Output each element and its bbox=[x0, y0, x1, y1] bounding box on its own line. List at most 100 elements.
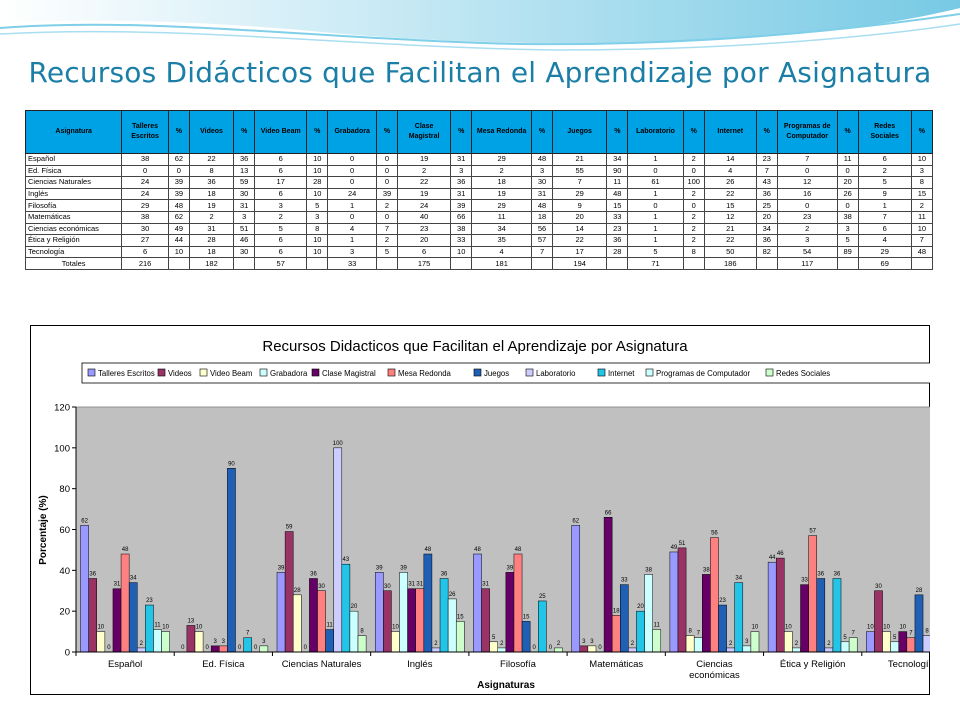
bar-value-label: 30 bbox=[318, 584, 325, 590]
table-cell: 0 bbox=[375, 176, 399, 189]
table-cell: 0 bbox=[776, 164, 838, 178]
table-cell: 15 bbox=[910, 187, 934, 201]
bar-value-label: 0 bbox=[598, 645, 602, 651]
table-cell: 24 bbox=[121, 187, 169, 201]
y-tick-label: 80 bbox=[59, 484, 70, 495]
table-cell: 1 bbox=[327, 234, 377, 247]
table-cell: 40 bbox=[397, 210, 452, 224]
table-cell: 22 bbox=[397, 176, 452, 189]
bar-value-label: 2 bbox=[827, 641, 831, 647]
table-cell: 5 bbox=[375, 245, 399, 259]
bar bbox=[726, 647, 735, 653]
table-cell: 22 bbox=[703, 234, 757, 247]
table-cell bbox=[375, 257, 399, 270]
bar-value-label: 39 bbox=[278, 565, 285, 571]
bar bbox=[685, 635, 695, 653]
table-cell: 3 bbox=[450, 164, 473, 178]
table-cell: 48 bbox=[167, 199, 190, 212]
table-cell: 7 bbox=[755, 164, 778, 178]
bar-value-label: 8 bbox=[360, 629, 364, 635]
bar-value-label: 28 bbox=[916, 588, 923, 594]
table-cell: 4 bbox=[471, 245, 533, 259]
table-cell: 18 bbox=[531, 210, 554, 224]
bar-value-label: 36 bbox=[834, 572, 841, 578]
bar bbox=[848, 637, 858, 653]
table-cell: Filosofía bbox=[24, 199, 123, 212]
y-tick-label: 100 bbox=[54, 443, 70, 454]
bar bbox=[742, 645, 752, 653]
bar-chart: Recursos Didacticos que Facilitan el Apr… bbox=[30, 325, 960, 695]
table-cell: 7 bbox=[552, 176, 608, 189]
table-cell: 29 bbox=[121, 199, 169, 212]
table-cell: 10 bbox=[910, 222, 934, 236]
bar bbox=[922, 635, 932, 653]
bar bbox=[186, 625, 196, 653]
table-cell: 22 bbox=[703, 187, 757, 201]
table-cell: 0 bbox=[327, 164, 377, 178]
table-cell: 13 bbox=[233, 164, 256, 178]
bar bbox=[219, 645, 228, 653]
bar-value-label: 20 bbox=[351, 604, 358, 610]
legend: Talleres Escritos Videos Video Beam Grabado… bbox=[87, 368, 830, 378]
legend-label: Redes Sociales bbox=[776, 369, 830, 378]
y-axis: 0 20 40 60 80 100 120 bbox=[54, 403, 77, 659]
table-cell: 5 bbox=[836, 234, 859, 247]
bar bbox=[538, 600, 547, 653]
bar-value-label: 36 bbox=[89, 572, 96, 578]
table-header-cell: Programas de Computador bbox=[776, 110, 838, 154]
bar bbox=[194, 631, 204, 653]
table-cell: 62 bbox=[167, 210, 190, 224]
table-cell: Inglés bbox=[24, 187, 123, 201]
table-cell: 54 bbox=[776, 245, 838, 259]
bar-value-label: 0 bbox=[181, 645, 185, 651]
table-cell: 10 bbox=[306, 245, 329, 259]
bar-value-label: 46 bbox=[777, 551, 784, 557]
bar bbox=[325, 629, 334, 653]
table-header-cell: Juegos bbox=[552, 110, 608, 154]
bar-value-label: 2 bbox=[434, 641, 438, 647]
table-cell: 0 bbox=[627, 164, 684, 178]
table-cell: 21 bbox=[552, 153, 608, 166]
table-cell: 175 bbox=[397, 257, 452, 270]
bar bbox=[391, 631, 400, 653]
table-cell: 10 bbox=[306, 153, 329, 166]
bar-value-label: 48 bbox=[474, 547, 481, 553]
table-cell: 5 bbox=[306, 199, 329, 212]
table-cell: 6 bbox=[857, 222, 912, 236]
table-row: Tecnología 6 10 18 30 6 10 3 5 6 10 4 7 17 28 5 8 50 82 54 8… bbox=[24, 245, 934, 259]
table-cell: 186 bbox=[703, 257, 757, 270]
table-cell: 36 bbox=[188, 176, 235, 189]
table-cell: 17 bbox=[552, 245, 608, 259]
table-cell: 1 bbox=[627, 210, 684, 224]
bar bbox=[415, 588, 425, 653]
x-category-label: Ciencias Naturales bbox=[282, 659, 362, 670]
table-cell: 30 bbox=[233, 187, 256, 201]
bar bbox=[333, 447, 343, 653]
table-cell bbox=[755, 257, 778, 270]
bar-value-label: 10 bbox=[196, 625, 203, 631]
table-cell: 6 bbox=[254, 245, 308, 259]
bar bbox=[816, 578, 826, 653]
table-cell: 8 bbox=[188, 164, 235, 178]
table-row: Inglés 24 39 18 30 6 10 24 39 19 31 19 31 29 48 1 2 22 36 1… bbox=[24, 187, 934, 201]
bar-value-label: 31 bbox=[416, 582, 423, 588]
table-cell: 1 bbox=[627, 187, 684, 201]
table-cell: 38 bbox=[121, 210, 169, 224]
table-cell: 0 bbox=[776, 199, 838, 212]
table-cell: 5 bbox=[857, 176, 912, 189]
bar bbox=[718, 604, 727, 653]
bar-value-label: 10 bbox=[162, 625, 169, 631]
legend-swatch bbox=[87, 368, 96, 377]
bar bbox=[775, 557, 785, 653]
table-cell: 5 bbox=[627, 245, 684, 259]
table-cell: 14 bbox=[703, 153, 757, 166]
bar bbox=[914, 594, 924, 653]
bar bbox=[644, 574, 653, 653]
table-cell: 33 bbox=[450, 234, 473, 247]
bar bbox=[489, 641, 498, 653]
table-cell: 35 bbox=[471, 234, 533, 247]
table-cell bbox=[531, 257, 554, 270]
table-cell: 194 bbox=[552, 257, 608, 270]
bar bbox=[210, 645, 220, 653]
table-cell bbox=[910, 257, 934, 270]
